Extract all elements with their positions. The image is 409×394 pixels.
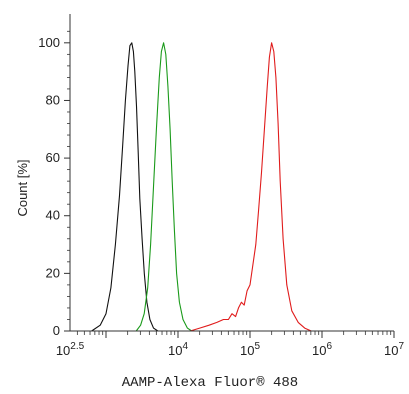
x-axis-title: AAMP-Alexa Fluor® 488 bbox=[122, 375, 298, 391]
histogram-series-3 bbox=[190, 42, 312, 332]
y-tick-label: 80 bbox=[46, 92, 60, 107]
x-tick-label: 104 bbox=[168, 341, 188, 358]
series-layer bbox=[91, 42, 312, 332]
y-tick-label: 0 bbox=[53, 323, 60, 338]
x-tick-label: 106 bbox=[312, 341, 332, 358]
y-tick-label: 40 bbox=[46, 208, 60, 223]
y-tick-label: 60 bbox=[46, 150, 60, 165]
x-tick-label: 105 bbox=[240, 341, 260, 358]
histogram-series-2 bbox=[135, 42, 193, 332]
y-tick-label: 20 bbox=[46, 265, 60, 280]
y-axis-title: Count [%] bbox=[15, 159, 30, 216]
x-tick-label: 102.5 bbox=[56, 341, 85, 358]
axes-layer bbox=[64, 14, 395, 338]
labels-layer: 0 20 40 60 80 100 102.5 104 105 106 107 bbox=[38, 35, 404, 358]
y-tick-label: 100 bbox=[38, 35, 60, 50]
x-tick-label: 107 bbox=[384, 341, 404, 358]
histogram-series-1 bbox=[91, 42, 159, 332]
